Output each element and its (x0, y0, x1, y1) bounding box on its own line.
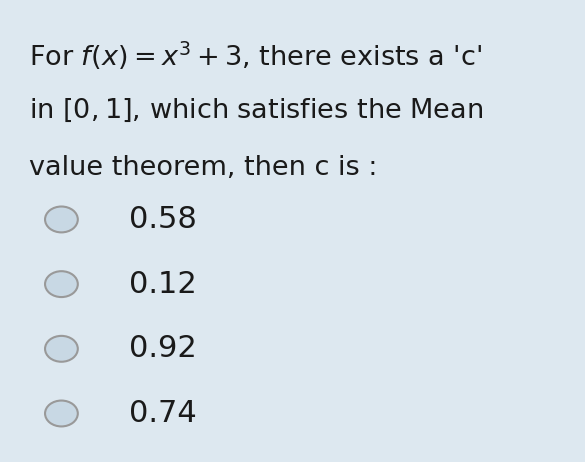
Circle shape (45, 271, 78, 297)
Circle shape (45, 207, 78, 232)
Text: 0.58: 0.58 (129, 205, 197, 234)
Circle shape (45, 401, 78, 426)
Text: in $[0, 1]$, which satisfies the Mean: in $[0, 1]$, which satisfies the Mean (29, 97, 484, 124)
Circle shape (45, 336, 78, 362)
Text: 0.74: 0.74 (129, 399, 197, 428)
Text: value theorem, then c is :: value theorem, then c is : (29, 155, 378, 181)
Text: 0.12: 0.12 (129, 270, 197, 298)
Text: 0.92: 0.92 (129, 334, 197, 363)
Text: For $f(x) = x^3 + 3$, there exists a 'c': For $f(x) = x^3 + 3$, there exists a 'c' (29, 39, 483, 72)
